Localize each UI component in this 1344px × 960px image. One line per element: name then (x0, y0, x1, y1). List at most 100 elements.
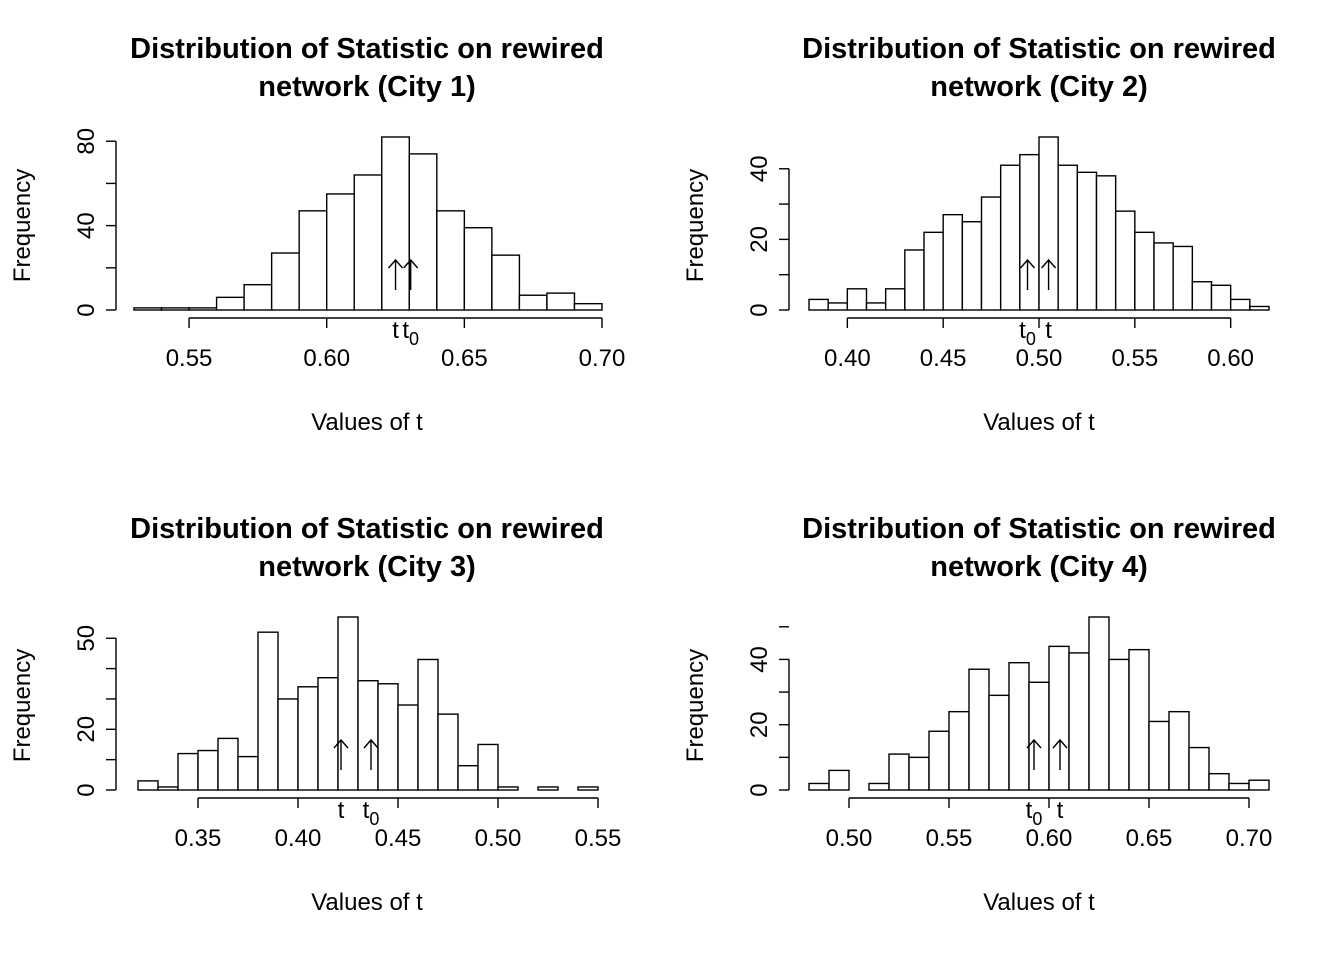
histogram-bar (1249, 305, 1270, 311)
histogram-bar (243, 283, 273, 311)
x-tick-label: 0.55 (1111, 345, 1158, 372)
x-tick-label: 0.55 (166, 345, 213, 372)
histogram-bar (1048, 645, 1070, 791)
marker-label: t0 (1019, 317, 1036, 349)
y-tick-label: 0 (746, 783, 773, 796)
marker-arrowhead (1052, 738, 1068, 749)
marker-arrowhead (403, 258, 419, 269)
chart-title-line: Distribution of Statistic on rewired (130, 513, 604, 545)
histogram-bar (157, 786, 179, 791)
y-axis-label: Frequency (9, 169, 36, 282)
histogram-bar (160, 307, 190, 311)
histogram-bar (417, 658, 439, 791)
histogram-bar (1153, 242, 1174, 311)
marker-label-text: t (402, 317, 409, 344)
marker-label-text: t (363, 797, 370, 824)
x-tick-label: 0.65 (1126, 825, 1173, 852)
x-tick-label: 0.65 (441, 345, 488, 372)
histogram-bar (923, 231, 944, 311)
marker-arrowhead (363, 738, 379, 749)
histogram-bar (942, 213, 964, 311)
histogram-bar (1228, 782, 1250, 791)
histogram-bar (999, 164, 1021, 311)
x-tick-label: 0.45 (920, 345, 967, 372)
y-tick-label: 80 (73, 128, 100, 155)
y-axis-label: Frequency (9, 649, 36, 762)
histogram-bar (353, 174, 383, 311)
histogram-bar (908, 756, 930, 791)
x-axis-label: Values of t (311, 409, 423, 436)
y-tick-label: 40 (746, 155, 773, 182)
x-tick-label: 0.40 (824, 345, 871, 372)
marker-label: t0 (1026, 797, 1043, 829)
histogram-bar (477, 743, 499, 791)
marker-label: t0 (363, 797, 380, 829)
histogram-bar (237, 755, 259, 791)
chart-panel-2: Distribution of Statistic on rewired netw… (682, 33, 1276, 436)
x-tick-label: 0.55 (575, 825, 622, 852)
x-tick-label: 0.60 (303, 345, 350, 372)
histogram-bar (828, 769, 850, 791)
histogram-bar (408, 153, 438, 311)
marker-arrowhead (1026, 738, 1042, 749)
x-axis-label: Values of t (983, 409, 1095, 436)
marker-label-text: t (392, 317, 399, 344)
y-axis-label: Frequency (682, 649, 709, 762)
histogram-bar (497, 786, 519, 791)
histogram-bar (1191, 281, 1213, 311)
x-axis-label: Values of t (311, 889, 423, 916)
histogram-bar (1008, 661, 1030, 791)
histogram-bar (1114, 210, 1136, 311)
x-tick-label: 0.40 (275, 825, 322, 852)
x-axis-label: Values of t (983, 889, 1095, 916)
histogram-bar (217, 737, 239, 791)
histogram-bar (868, 782, 890, 791)
histogram-bar (1210, 284, 1232, 311)
histogram-bar (948, 710, 970, 791)
marker-label-subscript: 0 (1026, 329, 1036, 349)
chart-title-line: network (City 3) (258, 551, 476, 583)
histogram-bar (298, 210, 328, 311)
histogram-bar (177, 752, 199, 791)
histogram-bar (1108, 658, 1130, 791)
histogram-bar (904, 249, 925, 311)
y-tick-label: 0 (73, 303, 100, 316)
histogram-bar (436, 210, 466, 311)
marker-label-subscript: 0 (369, 809, 379, 829)
y-tick-label: 20 (746, 711, 773, 738)
chart-title-line: network (City 1) (258, 71, 476, 103)
histogram-bar (463, 227, 493, 311)
histogram-bar (980, 196, 1002, 311)
chart-title-line: Distribution of Statistic on rewired (130, 33, 604, 65)
x-tick-label: 0.70 (579, 345, 626, 372)
histogram-bar (1208, 772, 1230, 791)
histogram-bar (1028, 681, 1050, 791)
x-tick-label: 0.60 (1207, 345, 1254, 372)
histogram-bar (377, 683, 399, 791)
histogram-bar (846, 288, 868, 311)
histogram-bar (357, 680, 379, 791)
histogram-bar (1057, 164, 1079, 311)
histogram-bar (297, 686, 319, 791)
marker-arrowhead (1019, 258, 1036, 269)
marker-label: t (338, 797, 345, 824)
histogram-bar (573, 302, 603, 311)
histogram-bar (1128, 648, 1150, 791)
marker-arrowhead (388, 258, 404, 269)
histogram-bar (277, 698, 299, 791)
chart-title-line: network (City 2) (930, 71, 1148, 103)
chart-panel-3: Distribution of Statistic on rewired netw… (9, 513, 621, 916)
marker-label-text: t (1045, 317, 1052, 344)
histogram-bar (437, 713, 459, 791)
histogram-bar (188, 307, 218, 311)
chart-panel-1: Distribution of Statistic on rewired netw… (9, 33, 625, 436)
histogram-bar (1068, 652, 1090, 791)
chart-title-line: Distribution of Statistic on rewired (802, 33, 1276, 65)
histogram-bar (257, 631, 279, 791)
marker-label-text: t (338, 797, 345, 824)
histogram-bar (1148, 720, 1170, 791)
histogram-bar (865, 302, 887, 311)
histogram-bar (457, 765, 479, 791)
y-tick-label: 40 (73, 212, 100, 239)
